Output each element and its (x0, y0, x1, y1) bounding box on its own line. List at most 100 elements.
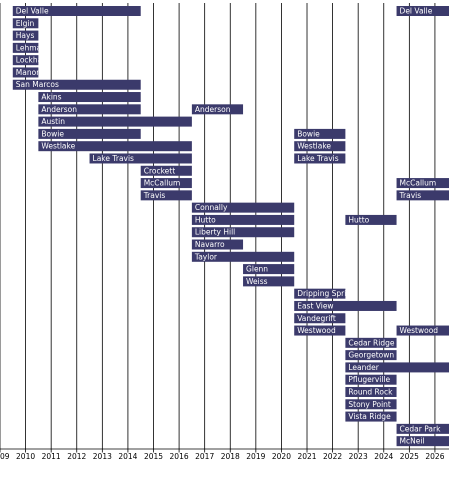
x-tick-label: 2026 (425, 452, 444, 461)
bar-label: Glenn (246, 265, 268, 274)
bar-label: Westwood (400, 326, 439, 335)
bar-label: Westlake (297, 142, 331, 151)
bar (294, 313, 346, 324)
bar-label: Navarro (195, 240, 225, 249)
bar (38, 104, 141, 115)
bar-label: Stony Point (348, 400, 391, 409)
bar (140, 165, 192, 176)
bar (294, 288, 346, 299)
bar (12, 6, 141, 16)
bar (396, 178, 449, 189)
x-axis: 2009 2010 2011 2012 2013 2014 2015 2016 2017 2018… (0, 448, 449, 461)
bar-label: Bowie (41, 129, 64, 138)
bar (345, 350, 397, 361)
bar (345, 362, 449, 373)
bar-label: Lake Travis (93, 154, 135, 163)
bar-label: Del Valle (400, 7, 433, 16)
bar-label: Lake Travis (297, 154, 339, 163)
x-tick-label: 2011 (42, 452, 61, 461)
bar (12, 55, 39, 66)
bar-label: Elgin (16, 19, 35, 28)
x-tick-label: 2010 (16, 452, 35, 461)
bar-label: Connally (195, 203, 228, 212)
bar-label: Hutto (348, 215, 369, 224)
x-tick-label: 2009 (0, 452, 10, 461)
x-tick-label: 2020 (272, 452, 291, 461)
bar (12, 30, 39, 41)
bar (345, 399, 397, 410)
x-tick-label: 2013 (93, 452, 112, 461)
bar (191, 239, 244, 250)
bar-label: McNeil (400, 437, 425, 446)
bar-label: San Marcos (16, 80, 59, 89)
bar-label: Lockhart (16, 56, 49, 65)
bar (12, 42, 39, 53)
bar (140, 190, 192, 201)
bar-label: Leander (348, 363, 379, 372)
x-tick-label: 2017 (195, 452, 214, 461)
bar (345, 374, 397, 385)
bar-label: Akins (41, 93, 61, 102)
bar-label: Crockett (144, 166, 175, 175)
bar-label: Georgetown (348, 351, 394, 360)
grid (0, 3, 436, 449)
x-tick-label: 2025 (400, 452, 419, 461)
bar-label: Lehman (16, 43, 46, 52)
bar (89, 153, 192, 164)
bars: Del Valle Del Valle Elgin Hays Lehman Lockhar… (12, 6, 449, 447)
bar-label: Dripping Springs (297, 289, 360, 298)
bar (294, 153, 346, 164)
bar (38, 92, 141, 103)
bar-label: Weiss (246, 277, 268, 286)
bar-label: Austin (41, 117, 65, 126)
x-tick-label: 2014 (118, 452, 137, 461)
bar (191, 251, 295, 262)
bar (38, 141, 192, 152)
bar-label: Anderson (41, 105, 77, 114)
bar (243, 276, 295, 287)
bar (191, 214, 295, 225)
bar (140, 178, 192, 189)
bar-label: Hutto (195, 215, 216, 224)
x-tick-label: 2012 (67, 452, 86, 461)
bar-label: East View (297, 301, 333, 310)
bar-label: Manor (16, 68, 40, 77)
x-tick-label: 2023 (349, 452, 368, 461)
bar (38, 128, 141, 139)
x-tick-label: 2022 (323, 452, 342, 461)
bar (12, 67, 39, 78)
bar (396, 190, 449, 201)
bar-label: Bowie (297, 129, 320, 138)
bar-label: Cedar Ridge (348, 338, 394, 347)
bar (243, 264, 295, 275)
bar-label: Hays (16, 31, 35, 40)
bar (294, 141, 346, 152)
bar-label: Del Valle (16, 7, 49, 16)
x-tick-label: 2021 (297, 452, 316, 461)
x-tick-label: 2016 (170, 452, 189, 461)
x-tick-label: 2024 (374, 452, 393, 461)
bar (294, 300, 397, 311)
bar-label: McCallum (144, 179, 181, 188)
bar-label: Westwood (297, 326, 336, 335)
x-tick-label: 2018 (221, 452, 240, 461)
bar (396, 6, 449, 16)
bar-label: Westlake (41, 142, 75, 151)
bar (38, 116, 192, 127)
bar-label: McCallum (400, 179, 437, 188)
x-tick-label: 2019 (246, 452, 265, 461)
bar (396, 423, 449, 434)
bar-label: Pflugerville (348, 375, 390, 384)
bar (191, 227, 295, 238)
bar (12, 18, 39, 29)
bar (345, 411, 397, 422)
bar (294, 325, 346, 336)
bar-label: Vista Ridge (348, 412, 391, 421)
bar (191, 202, 295, 213)
bar-label: Anderson (195, 105, 231, 114)
bar (345, 214, 397, 225)
bar (345, 337, 397, 348)
bar (294, 128, 346, 139)
bar-label: Cedar Park (400, 424, 442, 433)
